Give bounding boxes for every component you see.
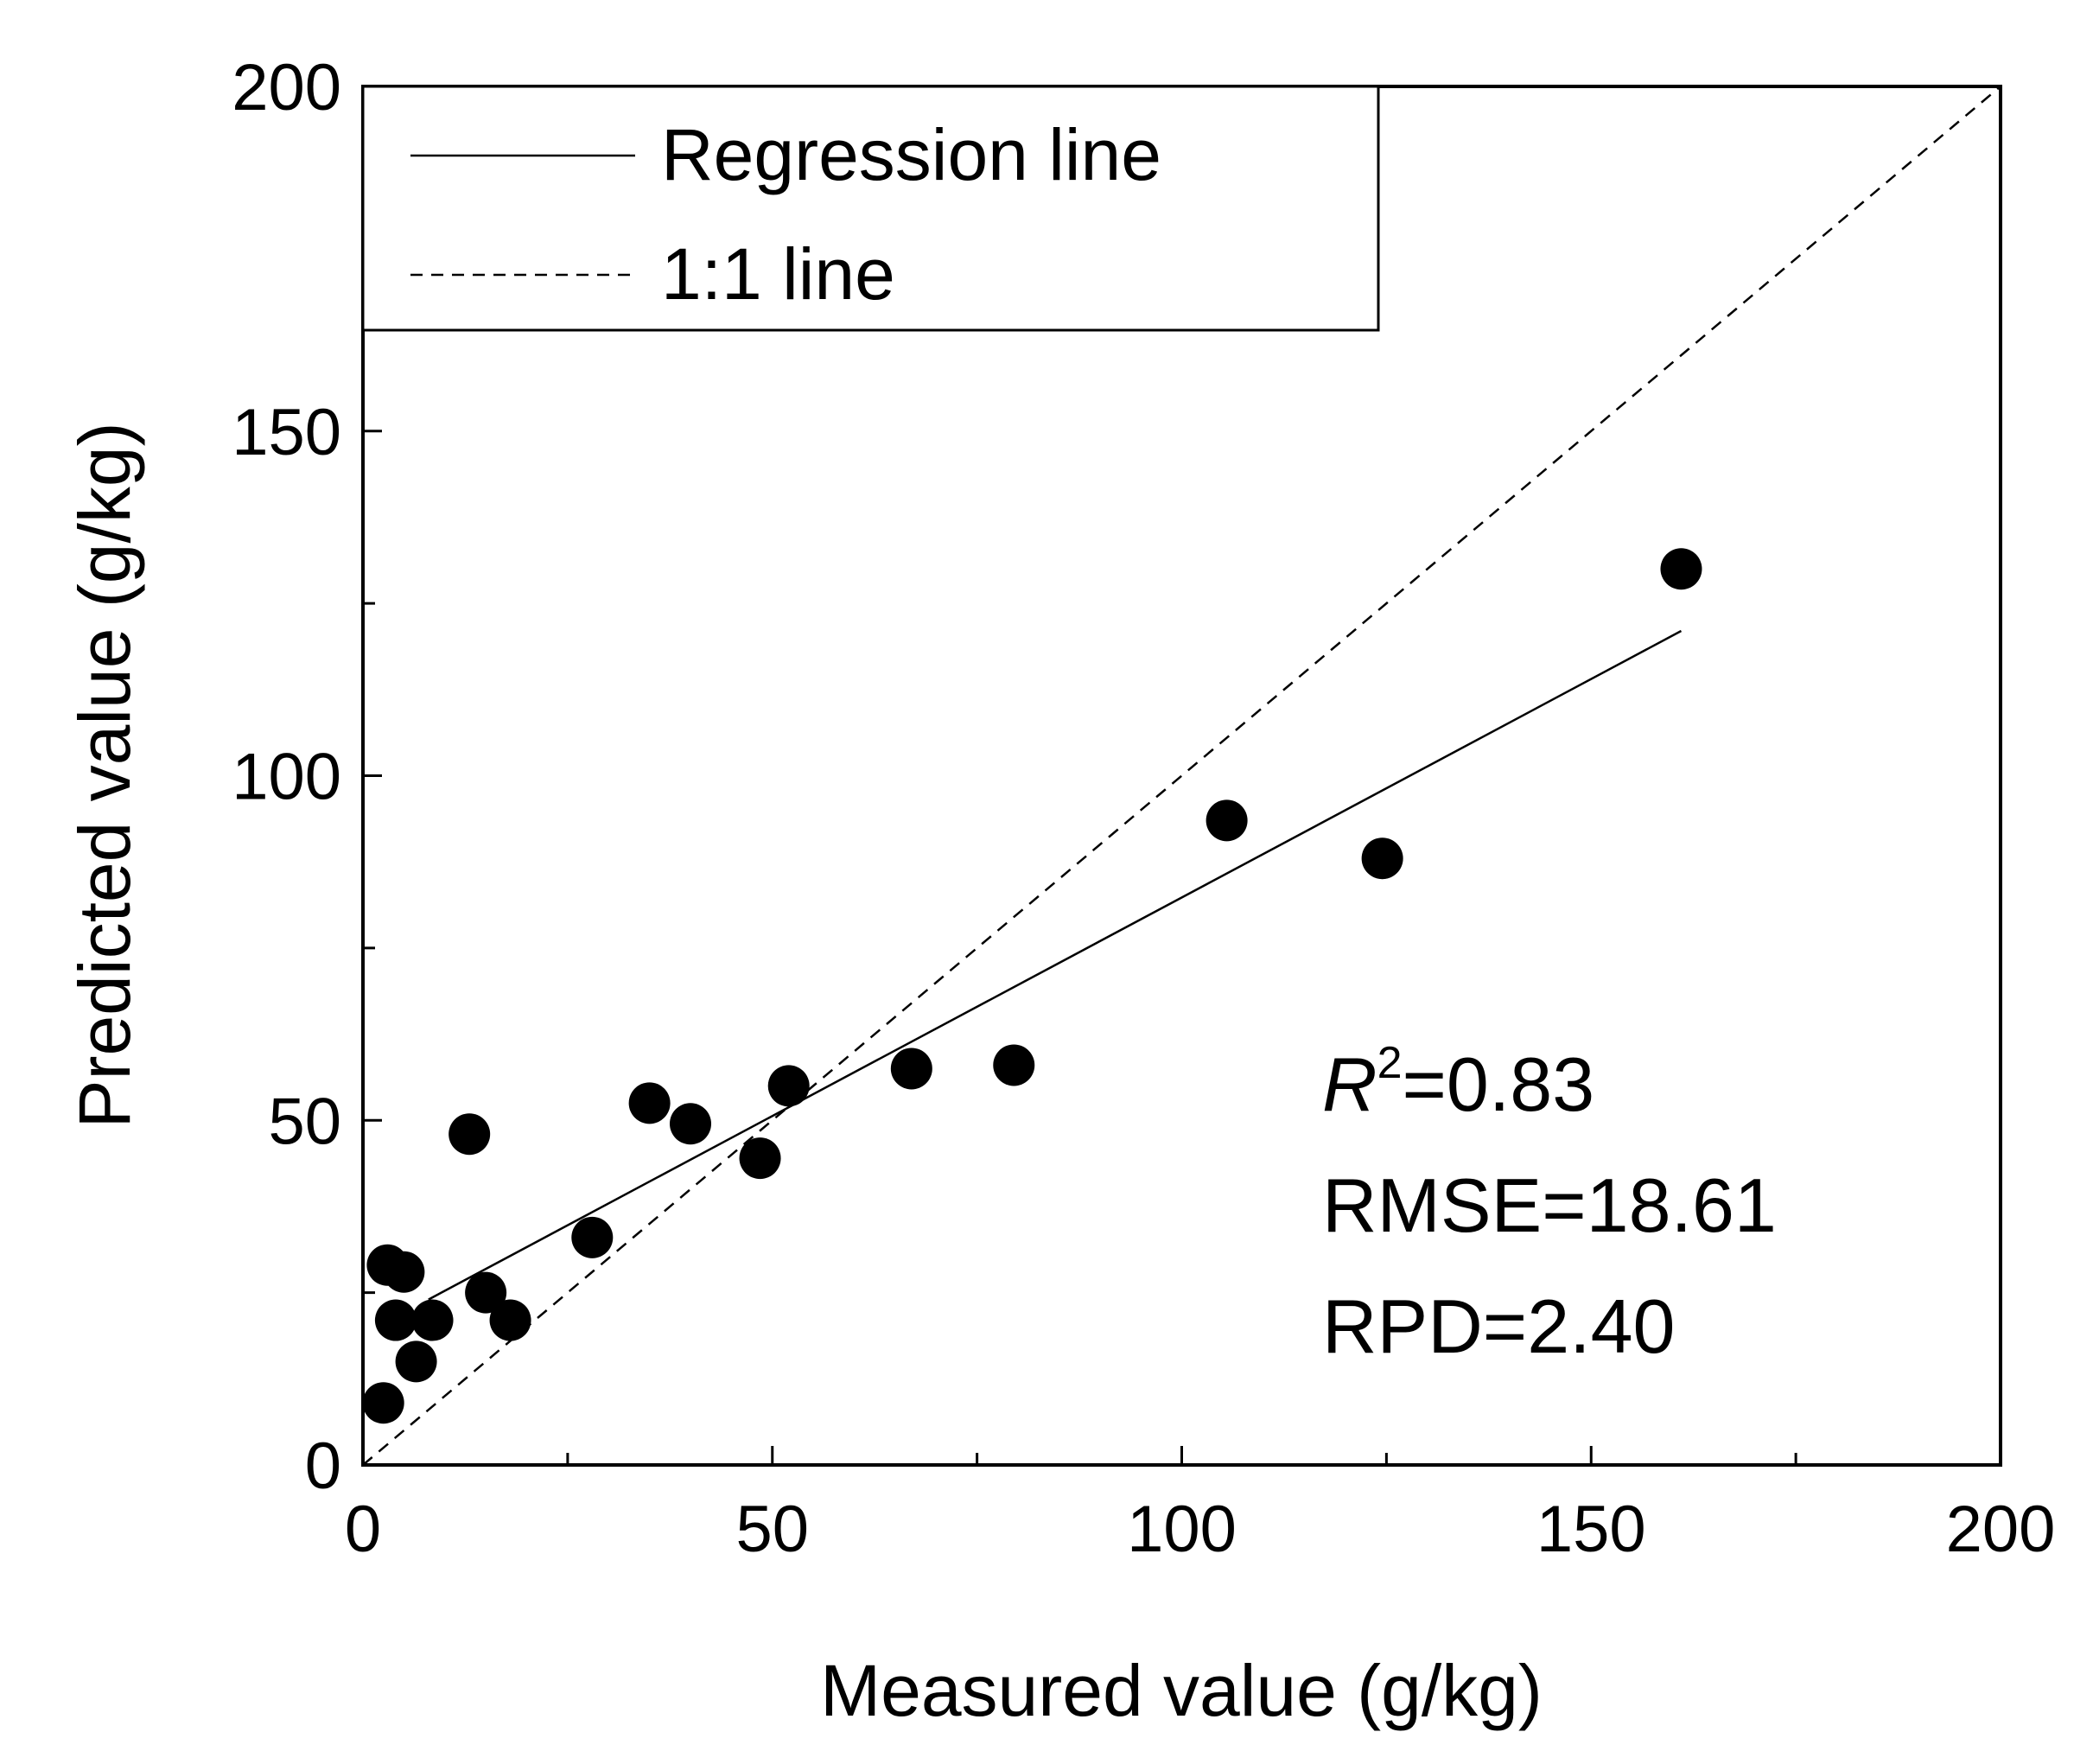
data-point — [395, 1341, 437, 1383]
data-point — [383, 1251, 425, 1293]
x-axis-title: Measured value (g/kg) — [820, 1650, 1543, 1731]
x-tick-label: 150 — [1536, 1493, 1646, 1566]
data-point — [890, 1048, 932, 1090]
y-tick-label: 100 — [232, 741, 341, 814]
y-axis-title: Predicted value (g/kg) — [64, 422, 145, 1128]
data-point — [739, 1137, 781, 1180]
legend-identity-label: 1:1 line — [661, 233, 895, 315]
legend: Regression line 1:1 line — [361, 85, 1380, 332]
data-point — [628, 1082, 671, 1124]
y-tick-label: 0 — [305, 1430, 341, 1503]
r2-annotation: R2=0.83 — [1322, 1038, 1594, 1127]
data-points — [362, 548, 1702, 1424]
data-point — [489, 1299, 531, 1341]
data-point — [465, 1271, 507, 1314]
legend-box — [361, 85, 1380, 332]
x-tick-label: 50 — [735, 1493, 809, 1566]
rpd-annotation: RPD=2.40 — [1322, 1283, 1675, 1369]
y-tick-label: 150 — [232, 396, 341, 469]
regression-line — [428, 629, 1683, 1301]
statistics-annotation: R2=0.83 RMSE=18.61 RPD=2.40 — [1322, 1038, 1777, 1369]
r2-value: =0.83 — [1402, 1041, 1594, 1127]
x-tick-label: 200 — [1946, 1493, 2056, 1566]
identity-line — [362, 86, 2001, 1466]
y-tick-label: 200 — [232, 51, 341, 124]
data-point — [411, 1299, 454, 1341]
x-tick-label: 100 — [1127, 1493, 1237, 1566]
r2-superscript: 2 — [1377, 1038, 1403, 1088]
data-point — [374, 1299, 417, 1341]
data-point — [448, 1113, 491, 1156]
y-tick-label: 50 — [268, 1085, 341, 1158]
data-point — [1206, 799, 1248, 842]
data-point — [362, 1382, 404, 1424]
rmse-annotation: RMSE=18.61 — [1322, 1162, 1777, 1248]
legend-regression-label: Regression line — [661, 114, 1161, 195]
x-tick-label: 0 — [345, 1493, 381, 1566]
x-axis-ticks: 0 50 100 150 200 — [345, 1446, 2056, 1566]
y-axis-ticks: 0 50 100 150 200 — [232, 51, 382, 1503]
data-point — [571, 1216, 614, 1258]
data-point — [670, 1103, 711, 1145]
r2-symbol: R — [1322, 1041, 1377, 1127]
data-point — [1660, 548, 1702, 590]
data-point — [993, 1044, 1035, 1086]
data-point — [1361, 837, 1403, 880]
data-point — [767, 1065, 810, 1107]
